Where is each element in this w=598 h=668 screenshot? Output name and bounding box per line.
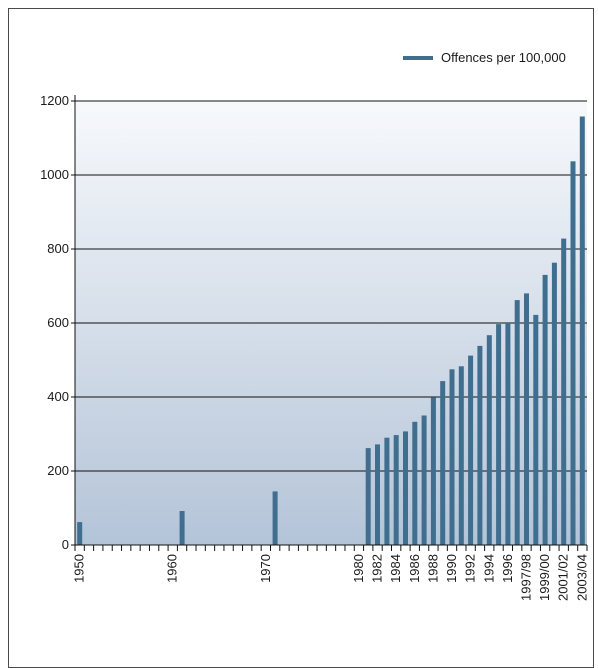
bar-1981 xyxy=(365,448,371,545)
x-tick-label-1950: 1950 xyxy=(72,554,87,583)
bar-1996 xyxy=(505,323,511,545)
legend-label: Offences per 100,000 xyxy=(441,50,566,65)
bars xyxy=(77,116,585,546)
bar-1971 xyxy=(272,491,278,545)
gridlines xyxy=(75,100,587,472)
bar-chart: 0 200 400 600 800 1000 1200 1950 1960 1970 1980 19… xyxy=(40,50,590,601)
y-tick-labels: 0 200 400 600 800 1000 1200 xyxy=(40,93,75,552)
x-tick-label-1997-98: 1997/98 xyxy=(518,554,533,601)
legend: Offences per 100,000 xyxy=(403,50,566,65)
x-tick-label-1980: 1980 xyxy=(351,554,366,583)
bar-1998/99 xyxy=(533,314,539,545)
bar-1995 xyxy=(496,324,502,545)
bar-1950 xyxy=(77,522,83,545)
y-tick-label-200: 200 xyxy=(47,463,69,478)
bar-1992 xyxy=(468,355,474,545)
y-tick-label-400: 400 xyxy=(47,389,69,404)
x-tick-label-1970: 1970 xyxy=(258,554,273,583)
bar-1986 xyxy=(412,421,418,545)
y-tick-label-1200: 1200 xyxy=(40,93,69,108)
bar-1983 xyxy=(384,437,390,545)
bar-2003/04 xyxy=(579,116,585,545)
legend-swatch xyxy=(403,56,433,60)
bar-1988 xyxy=(430,397,436,545)
y-tick-label-0: 0 xyxy=(62,537,69,552)
bar-1997 xyxy=(514,300,520,545)
bar-1991 xyxy=(458,366,464,545)
bar-1997/98 xyxy=(524,293,529,545)
bar-1994 xyxy=(486,335,492,545)
bar-1987 xyxy=(421,415,427,545)
x-tick-label-1986: 1986 xyxy=(407,554,422,583)
bar-1961 xyxy=(179,511,185,545)
x-tick-label-1988: 1988 xyxy=(425,554,440,583)
bar-1990 xyxy=(449,369,455,546)
x-tick-label-1984: 1984 xyxy=(388,554,403,583)
bar-2000/01 xyxy=(551,262,557,545)
x-tick-labels: 1950 1960 1970 1980 1982 1984 1986 1988 1990 1992… xyxy=(72,554,590,601)
y-tick-label-1000: 1000 xyxy=(40,167,69,182)
bar-2001/02 xyxy=(561,238,567,545)
x-tick-label-1996: 1996 xyxy=(500,554,515,583)
x-tick-label-2003-04: 2003/04 xyxy=(574,554,589,601)
bar-1984 xyxy=(393,435,399,545)
x-tick-label-1982: 1982 xyxy=(370,554,385,583)
axes xyxy=(74,95,588,551)
bar-1982 xyxy=(375,444,380,545)
x-tick-label-1990: 1990 xyxy=(444,554,459,583)
bar-2002/03 xyxy=(570,161,576,546)
x-tick-label-1960: 1960 xyxy=(165,554,180,583)
bar-1989 xyxy=(440,381,446,545)
bar-1985 xyxy=(403,431,408,545)
y-tick-label-600: 600 xyxy=(47,315,69,330)
chart-frame: 0 200 400 600 800 1000 1200 1950 1960 1970 1980 19… xyxy=(8,8,594,668)
x-tick-label-1994: 1994 xyxy=(481,554,496,583)
x-tick-label-2001-02: 2001/02 xyxy=(556,554,571,601)
x-tick-label-1992: 1992 xyxy=(463,554,478,583)
y-tick-label-800: 800 xyxy=(47,241,69,256)
bar-1999/00 xyxy=(542,274,548,545)
bar-1993 xyxy=(477,345,483,545)
x-tick-label-1999-00: 1999/00 xyxy=(537,554,552,601)
